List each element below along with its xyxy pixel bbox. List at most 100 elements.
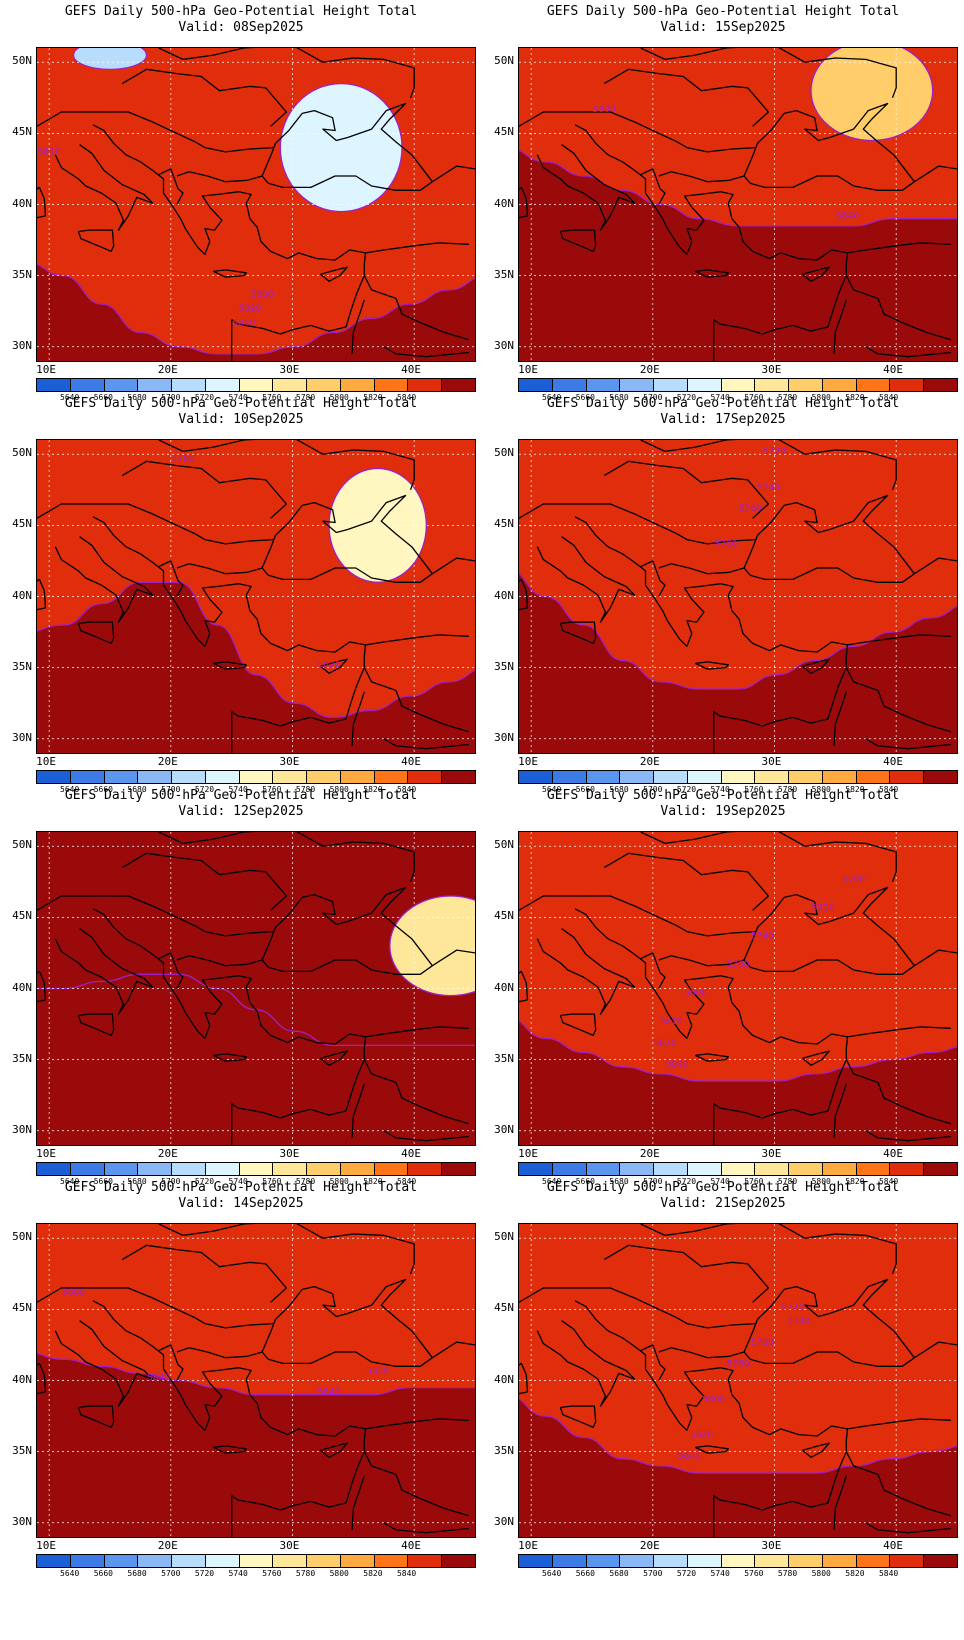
coastline [92, 124, 252, 255]
coastline [432, 165, 475, 183]
map-panel: GEFS Daily 500-hPa Geo-Potential Height … [0, 784, 482, 1194]
contour-label: 5820 [238, 304, 261, 314]
contour-label: 5800 [62, 1288, 85, 1298]
contour-label: 5810 [38, 148, 61, 158]
lat-tick-label: 35N [494, 267, 514, 281]
colorbar-label: 5840 [878, 1177, 899, 1186]
coastline [121, 460, 288, 519]
colorbar-label: 5640 [542, 1569, 562, 1578]
coastline [363, 1451, 470, 1517]
colorbar-label: 5700 [161, 393, 181, 402]
colorbar [518, 378, 958, 392]
coastline [213, 661, 247, 670]
coastline [121, 852, 288, 911]
panel-title: GEFS Daily 500-hPa Geo-Potential Height … [64, 396, 418, 411]
colorbar-label: 5820 [363, 1569, 383, 1578]
coastline [383, 1522, 469, 1534]
contour-label: 5800 [702, 1395, 725, 1405]
colorbar-swatch [70, 379, 105, 391]
colorbar-swatch [37, 771, 71, 783]
colorbar-label: 5640 [60, 1569, 80, 1578]
map-panel: GEFS Daily 500-hPa Geo-Potential Height … [0, 392, 482, 802]
lon-tick-label: 20E [157, 755, 178, 768]
coastline [658, 1347, 745, 1359]
lat-tick-label: 50N [12, 54, 32, 68]
coastline [845, 667, 952, 733]
colorbar-label: 5680 [609, 785, 629, 794]
colorbar [36, 770, 476, 784]
colorbar-swatch [620, 1163, 655, 1175]
colorbar-label: 5840 [396, 1177, 417, 1186]
coastline [158, 1344, 184, 1381]
lon-tick-label: 20E [157, 1147, 178, 1160]
lon-tick-label: 30E [761, 1539, 782, 1552]
colorbar-swatch [755, 1555, 790, 1567]
lon-tick-label: 10E [518, 363, 539, 376]
colorbar-label: 5680 [609, 1177, 629, 1186]
coastline [261, 1278, 434, 1367]
coastline [158, 1224, 415, 1275]
coastline [845, 275, 952, 341]
panel-title: GEFS Daily 500-hPa Geo-Potential Height … [64, 1180, 418, 1195]
coastline [914, 949, 957, 967]
map-panel: GEFS Daily 500-hPa Geo-Potential Height … [0, 1176, 482, 1586]
lat-tick-label: 40N [494, 588, 514, 602]
colorbar-label: 5720 [676, 1177, 697, 1186]
colorbar-label: 5700 [643, 1569, 663, 1578]
lat-tick-label: 40N [494, 980, 514, 994]
contour-line [37, 581, 475, 719]
coastline [383, 346, 469, 358]
coastline [865, 346, 951, 358]
coastline [695, 1053, 729, 1062]
colorbar-swatch [721, 1555, 756, 1567]
coastline [743, 886, 916, 975]
coastline [574, 908, 734, 1039]
coastline [37, 578, 47, 611]
colorbar-swatch [519, 771, 553, 783]
panel-title: GEFS Daily 500-hPa Geo-Potential Height … [546, 396, 900, 411]
coastline [865, 738, 951, 750]
contour-label: 5760 [727, 960, 750, 970]
colorbar-label: 5640 [542, 393, 562, 402]
colorbar-label: 5840 [396, 785, 417, 794]
contour-label: 5760 [739, 504, 762, 514]
colorbar-label: 5680 [609, 1569, 629, 1578]
colorbar-swatch [138, 1163, 173, 1175]
coastline [603, 852, 770, 911]
colorbar-label: 5840 [878, 1569, 899, 1578]
colorbar-swatch [721, 379, 756, 391]
colorbar-swatch [70, 1163, 105, 1175]
panel-valid-date: Valid: 19Sep2025 [660, 804, 786, 819]
coastline [914, 1341, 957, 1359]
coastline [54, 1320, 154, 1407]
colorbar-label: 5740 [710, 393, 730, 402]
colorbar-swatch [205, 379, 240, 391]
panel-title: GEFS Daily 500-hPa Geo-Potential Height … [64, 4, 418, 19]
coastline [92, 908, 252, 1039]
colorbar-label: 5720 [676, 785, 697, 794]
colorbar-swatch [856, 1163, 891, 1175]
colorbar-swatch [687, 379, 722, 391]
contour-line [519, 572, 957, 690]
coastline [519, 186, 529, 219]
lon-tick-label: 20E [639, 755, 660, 768]
contour-line [519, 1020, 957, 1082]
height-field: 5700 5720 5740 5760 5800 5810 5820 5840 [519, 832, 957, 1145]
contour-label: 5700 [842, 875, 865, 885]
colorbar-swatch [442, 771, 475, 783]
coastline [695, 269, 729, 278]
coastline [695, 1445, 729, 1454]
colorbar-label: 5780 [777, 1177, 798, 1186]
colorbar-label: 5660 [93, 393, 113, 402]
coastline [847, 242, 951, 254]
coastline [536, 1320, 636, 1407]
lon-tick-label: 10E [518, 755, 539, 768]
coastline [383, 738, 469, 750]
contour-label: 5800 [593, 105, 616, 115]
colorbar-label: 5680 [609, 393, 629, 402]
colorbar-swatch [789, 1163, 823, 1175]
contour-label: 5780 [727, 1359, 750, 1369]
map-panel: GEFS Daily 500-hPa Geo-Potential Height … [482, 1176, 964, 1586]
colorbar-swatch [408, 1555, 443, 1567]
coastline [37, 895, 275, 937]
